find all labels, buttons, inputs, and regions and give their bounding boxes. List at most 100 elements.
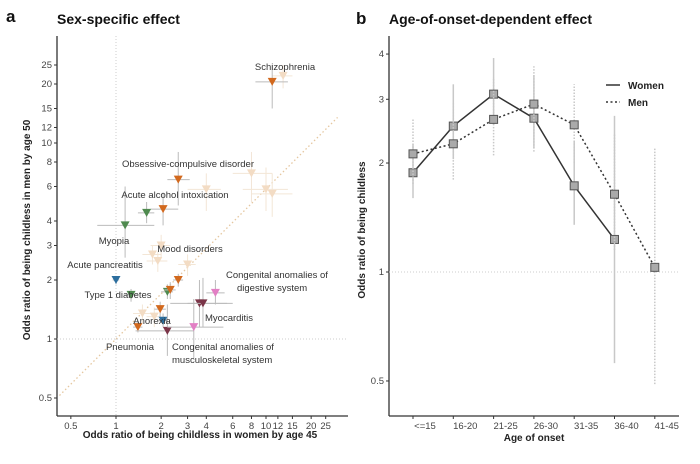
data-point xyxy=(408,168,418,178)
y-tick-label: 4 xyxy=(47,216,52,227)
data-point xyxy=(158,316,168,325)
x-tick-label: 31-35 xyxy=(574,421,598,432)
point-label: Type 1 diabetes xyxy=(84,290,151,301)
data-point xyxy=(126,290,136,299)
y-tick-label: 1 xyxy=(379,267,384,278)
point-label: Myocarditis xyxy=(205,313,253,324)
point-label: Anorexia xyxy=(133,316,171,327)
x-tick-label: 2 xyxy=(159,421,164,432)
x-tick-label: <=15 xyxy=(414,421,436,432)
point-label: Schizophrenia xyxy=(255,62,316,73)
data-point xyxy=(158,205,168,214)
data-point xyxy=(278,71,288,80)
x-tick-label: 21-25 xyxy=(493,421,517,432)
data-point xyxy=(173,175,183,184)
data-point xyxy=(246,169,256,178)
chart-title-a: Sex-specific effect xyxy=(57,11,180,27)
data-point xyxy=(198,299,208,308)
panel-label-a: a xyxy=(6,7,16,26)
data-point xyxy=(189,323,199,332)
data-point xyxy=(183,260,193,269)
data-point xyxy=(165,285,175,294)
data-point xyxy=(489,114,499,124)
data-point xyxy=(156,241,166,250)
x-tick-label: 15 xyxy=(287,421,298,432)
data-point xyxy=(569,120,579,130)
y-tick-label: 15 xyxy=(41,103,52,114)
x-tick-label: 25 xyxy=(320,421,331,432)
x-tick-label: 3 xyxy=(185,421,190,432)
legend-label: Women xyxy=(628,81,664,92)
x-axis-label-a: Odds ratio of being childless in women b… xyxy=(83,430,318,441)
x-tick-label: 4 xyxy=(204,421,209,432)
x-tick-label: 20 xyxy=(306,421,317,432)
x-tick-label: 6 xyxy=(230,421,235,432)
x-tick-label: 41-45 xyxy=(655,421,679,432)
data-point xyxy=(569,181,579,191)
y-tick-label: 3 xyxy=(47,240,52,251)
x-tick-label: 16-20 xyxy=(453,421,477,432)
point-label: Obsessive-compulsive disorder xyxy=(122,159,254,170)
y-tick-label: 3 xyxy=(379,94,384,105)
chart-title-b: Age-of-onset-dependent effect xyxy=(389,11,592,27)
point-label: Congenital anomalies of digestive system xyxy=(226,270,328,294)
point-label: Mood disorders xyxy=(157,244,223,255)
panel-label-b: b xyxy=(356,9,366,28)
data-point xyxy=(120,221,130,230)
data-point xyxy=(111,275,121,284)
series-line-women xyxy=(412,93,616,240)
y-tick-label: 2 xyxy=(47,275,52,286)
data-point xyxy=(210,288,220,297)
x-tick-label: 10 xyxy=(261,421,272,432)
y-tick-label: 0.5 xyxy=(371,376,384,387)
data-point xyxy=(173,275,183,284)
y-tick-label: 6 xyxy=(47,181,52,192)
data-point xyxy=(162,326,172,335)
data-point xyxy=(201,185,211,194)
point-label: Pneumonia xyxy=(106,342,155,353)
y-tick-label: 4 xyxy=(379,49,384,60)
y-tick-label: 10 xyxy=(41,138,52,149)
data-point xyxy=(267,189,277,198)
x-tick-label: 12 xyxy=(273,421,284,432)
y-axis-label-a: Odds ratio of being childless in men by … xyxy=(22,119,33,340)
data-point xyxy=(142,208,152,217)
y-tick-label: 25 xyxy=(41,60,52,71)
x-tick-label: 0.5 xyxy=(64,421,77,432)
y-axis-label-b: Odds ratio of being childless xyxy=(357,161,368,299)
data-point xyxy=(153,257,163,266)
data-point xyxy=(137,309,147,318)
legend-label: Men xyxy=(628,98,648,109)
line-panel: 0.5 1 2 3 4 <=15 16-20 21-25 26-30 31-35 36-40 41-4… xyxy=(371,36,679,432)
x-axis-label-b: Age of onset xyxy=(504,433,565,444)
y-tick-label: 20 xyxy=(41,79,52,90)
y-tick-label: 8 xyxy=(47,157,52,168)
data-point xyxy=(448,121,458,131)
data-point xyxy=(133,323,143,332)
x-tick-label: 36-40 xyxy=(614,421,638,432)
point-label: Myopia xyxy=(99,236,130,247)
data-point xyxy=(448,139,458,149)
point-label: Acute pancreatitis xyxy=(67,260,143,271)
y-tick-label: 1 xyxy=(47,334,52,345)
x-tick-label: 8 xyxy=(249,421,254,432)
data-point xyxy=(610,189,619,199)
data-point xyxy=(650,262,660,272)
y-tick-label: 2 xyxy=(379,158,384,169)
data-point xyxy=(261,185,271,194)
data-point xyxy=(408,149,418,159)
point-label: Congenital anomalies of musculoskeletal s… xyxy=(172,342,274,366)
identity-line xyxy=(59,116,339,396)
data-point xyxy=(529,99,539,109)
y-tick-label: 12 xyxy=(41,122,52,133)
point-label: Acute alcohol intoxication xyxy=(121,190,228,201)
data-point xyxy=(155,305,165,314)
y-tick-label: 0.5 xyxy=(39,393,52,404)
x-tick-label: 26-30 xyxy=(534,421,558,432)
x-tick-label: 1 xyxy=(113,421,118,432)
data-point xyxy=(149,312,159,321)
data-point xyxy=(267,77,277,86)
data-point xyxy=(147,250,157,259)
